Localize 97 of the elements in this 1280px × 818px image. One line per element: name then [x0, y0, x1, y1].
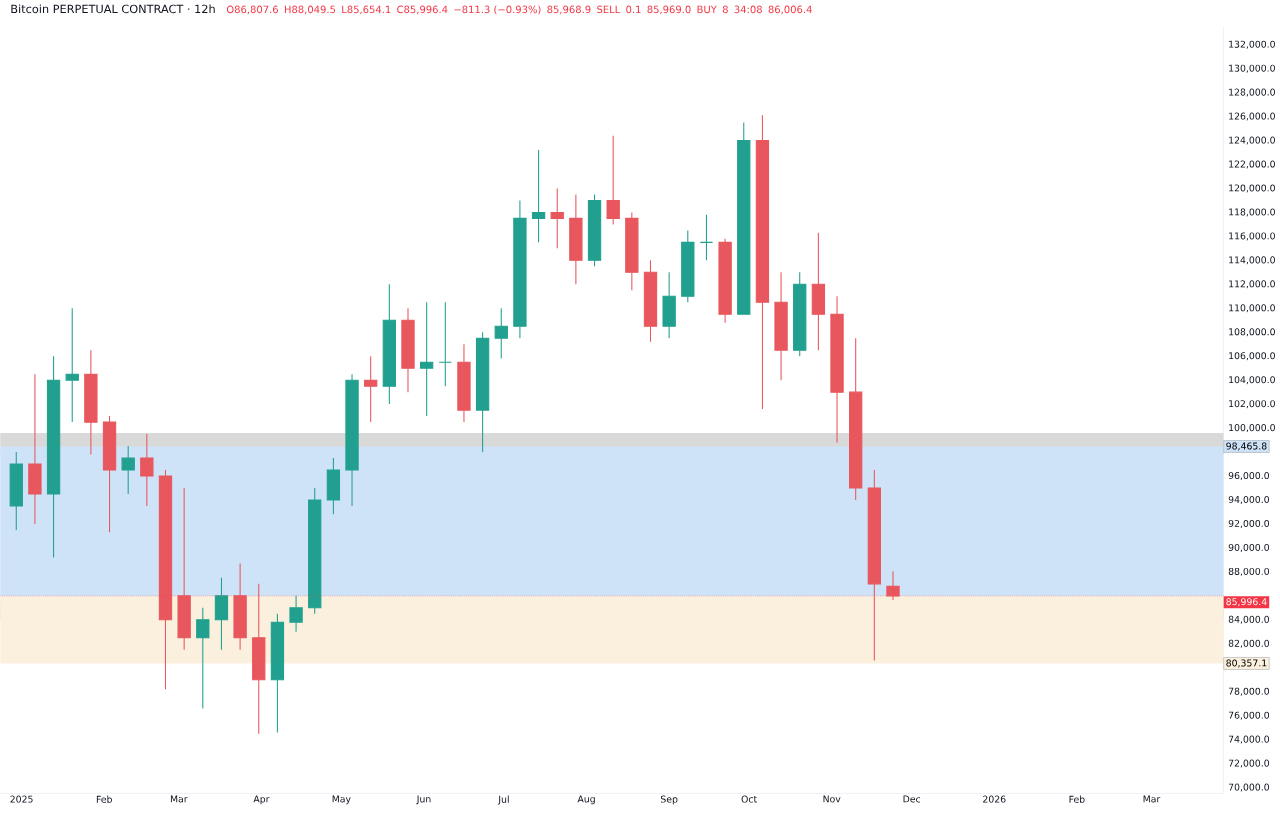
- x-tick-label: 2025: [10, 795, 33, 803]
- x-tick-label: Feb: [1069, 795, 1085, 804]
- x-tick-label: May: [332, 795, 351, 805]
- x-tick-label: Nov: [823, 795, 841, 803]
- x-tick-label: Oct: [741, 795, 757, 803]
- x-tick-label: Aug: [577, 795, 595, 805]
- y-tick-label: 92,000.0: [1228, 520, 1270, 529]
- candlestick: [811, 232, 826, 351]
- y-tick-label: 72,000.0: [1228, 759, 1270, 768]
- candlestick: [364, 355, 378, 423]
- ref-line-label: 85,996.4: [1226, 598, 1267, 607]
- y-tick-label: 106,000.0: [1229, 352, 1275, 361]
- candlestick: [102, 415, 117, 534]
- band-label: 98,465.8: [1226, 442, 1267, 451]
- x-tick-label: Mar: [1143, 795, 1161, 803]
- x-tick-label: Jun: [416, 795, 431, 805]
- text: H88,049.5: [284, 5, 336, 15]
- y-tick-label: 102,000.0: [1229, 400, 1275, 409]
- y-tick-label: 124,000.0: [1229, 136, 1275, 145]
- y-tick-label: 130,000.0: [1229, 64, 1275, 73]
- candlestick: [662, 272, 676, 340]
- candlestick: [289, 595, 303, 633]
- y-tick-label: 120,000.0: [1229, 184, 1275, 193]
- y-tick-label: 128,000.0: [1229, 88, 1275, 97]
- y-tick-label: 104,000.0: [1229, 376, 1275, 385]
- x-tick-label: Sep: [660, 795, 678, 805]
- y-tick-label: 122,000.0: [1229, 160, 1275, 169]
- y-tick-label: 88,000.0: [1228, 568, 1270, 577]
- text: SELL: [597, 5, 621, 14]
- text: L85,654.1: [342, 5, 391, 15]
- candlestick: [28, 373, 42, 525]
- y-tick-label: 112,000.0: [1229, 280, 1275, 289]
- candlestick: [494, 307, 508, 360]
- x-tick-label: 2026: [983, 795, 1006, 803]
- candlestick: [84, 349, 98, 456]
- candlestick: [830, 296, 844, 444]
- candlestick: [401, 307, 415, 393]
- candlestick: [177, 487, 191, 651]
- candlestick: [214, 577, 229, 651]
- candlestick: [531, 149, 546, 244]
- x-tick-label: Mar: [170, 795, 188, 803]
- candlestick: [550, 188, 564, 250]
- y-tick-label: 70,000.0: [1228, 783, 1270, 792]
- y-tick-label: 132,000.0: [1229, 40, 1275, 49]
- candlestick: [196, 607, 210, 710]
- y-tick-label: 126,000.0: [1229, 112, 1275, 121]
- y-tick-label: 110,000.0: [1229, 304, 1275, 313]
- x-tick-label: Jul: [497, 795, 509, 805]
- band-label: 80,357.1: [1226, 659, 1267, 668]
- candlestick: [513, 200, 527, 340]
- candlestick: [718, 238, 732, 324]
- y-tick-label: 74,000.0: [1228, 735, 1270, 744]
- candlestick: [140, 433, 154, 507]
- y-tick-label: 82,000.0: [1228, 640, 1270, 649]
- candlestick: [158, 469, 173, 691]
- y-tick-label: 96,000.0: [1228, 472, 1270, 481]
- y-tick-label: 94,000.0: [1228, 496, 1270, 505]
- x-tick-label: Dec: [903, 795, 921, 803]
- candlestick: [65, 307, 79, 423]
- y-tick-label: 78,000.0: [1228, 687, 1270, 696]
- candlestick: [755, 115, 770, 410]
- y-tick-label: 84,000.0: [1228, 616, 1270, 625]
- candlestick: [308, 487, 322, 615]
- text: O86,807.6: [226, 5, 278, 15]
- y-tick-label: 76,000.0: [1228, 711, 1270, 720]
- candlestick: [569, 194, 583, 286]
- candlestick: [9, 451, 23, 531]
- candlestick: [252, 583, 266, 735]
- y-tick-label: 90,000.0: [1228, 544, 1270, 553]
- candlestick: [121, 445, 135, 495]
- candlestick: [419, 301, 434, 417]
- text: 34:08: [734, 5, 762, 14]
- y-tick-label: 116,000.0: [1229, 232, 1275, 241]
- candlestick: [46, 355, 61, 559]
- candlestick: [233, 563, 247, 651]
- candlestick: [475, 331, 490, 453]
- candlestick: [345, 373, 359, 507]
- text: 85,969.0: [647, 5, 691, 15]
- y-tick-label: 114,000.0: [1229, 256, 1275, 265]
- text: 86,006.4: [768, 5, 812, 15]
- y-tick-label: 108,000.0: [1229, 328, 1275, 337]
- x-tick-label: Apr: [253, 795, 270, 805]
- candlestick: [886, 570, 900, 601]
- candlestick: [457, 343, 471, 423]
- x-tick-label: Feb: [96, 795, 112, 804]
- candlestick: [774, 272, 788, 381]
- candlestick: [867, 469, 882, 662]
- y-tick-label: 100,000.0: [1229, 424, 1275, 433]
- chart-title: Bitcoin PERPETUAL CONTRACT · 12h: [11, 4, 215, 14]
- text: 8: [722, 5, 728, 14]
- text: −811.3 (−0.93%): [454, 5, 541, 15]
- text: BUY: [697, 6, 717, 14]
- text: 0.1: [626, 5, 641, 14]
- candlestick: [438, 301, 452, 387]
- text: 85,968.9: [547, 5, 591, 15]
- y-tick-label: 118,000.0: [1229, 208, 1275, 217]
- text: C85,996.4: [397, 5, 448, 15]
